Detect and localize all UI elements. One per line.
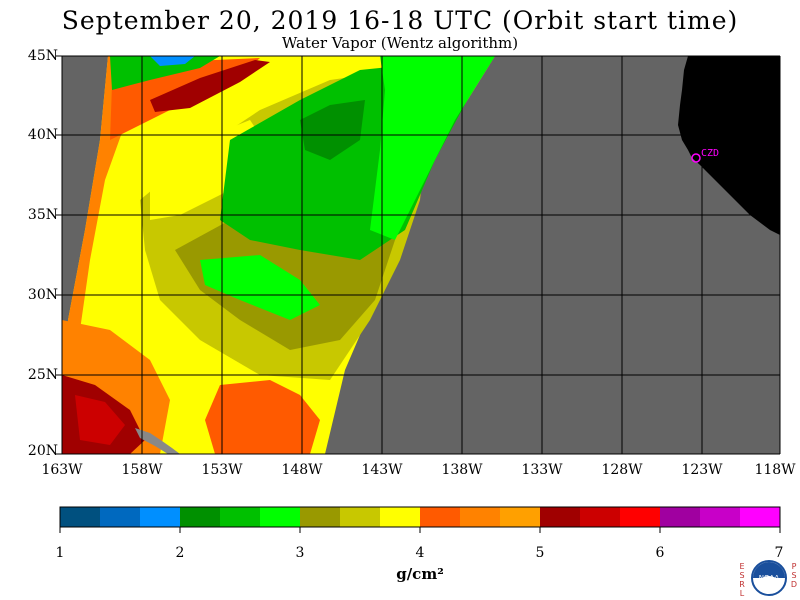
lat-label-40n: 40N <box>27 127 58 143</box>
svg-text:NOAA: NOAA <box>759 574 780 582</box>
map-subtitle: Water Vapor (Wentz algorithm) <box>281 34 519 52</box>
colorbar-segment <box>740 507 781 527</box>
lon-label-143w: 143W <box>361 462 403 478</box>
colorbar-segment <box>260 507 301 527</box>
north-green-blue <box>110 56 220 90</box>
colorbar-tick-6: 6 <box>655 545 665 561</box>
lon-label-163w: 163W <box>41 462 83 478</box>
colorbar-segment <box>580 507 621 527</box>
colorbar-frame <box>59 506 781 528</box>
colorbar-segment <box>460 507 501 527</box>
lat-label-20n: 20N <box>27 443 58 459</box>
colorbar-segment <box>140 507 181 527</box>
colorbar-tick-7: 7 <box>774 545 784 561</box>
dark-green-patch <box>300 100 365 160</box>
colorbar-segment <box>220 507 261 527</box>
map-title: September 20, 2019 16-18 UTC (Orbit star… <box>61 6 739 35</box>
orange-patch-south <box>205 380 320 454</box>
lat-label-35n: 35N <box>27 207 58 223</box>
colorbar-tick-4: 4 <box>415 545 425 561</box>
colorbar-segment <box>620 507 661 527</box>
colorbar-segment <box>380 507 421 527</box>
lon-label-148w: 148W <box>281 462 323 478</box>
lon-label-128w: 128W <box>601 462 643 478</box>
colorbar-segment <box>540 507 581 527</box>
station-marker <box>691 153 701 163</box>
colorbar-segment <box>660 507 701 527</box>
bright-green-band <box>370 56 495 240</box>
land-california <box>678 56 780 235</box>
colorbar-segment <box>60 507 101 527</box>
graticule <box>61 55 781 455</box>
lon-label-138w: 138W <box>441 462 483 478</box>
lat-label-45n: 45N <box>27 48 58 64</box>
colorbar-segment <box>300 507 341 527</box>
colorbar-tick-3: 3 <box>295 545 305 561</box>
colorbar-tick-1: 1 <box>55 545 65 561</box>
lon-label-153w: 153W <box>201 462 243 478</box>
lon-label-118w: 118W <box>754 462 796 478</box>
colorbar-segment <box>340 507 381 527</box>
colorbar <box>59 507 781 533</box>
colorbar-segment <box>180 507 221 527</box>
noaa-emblem-icon: NOAA <box>751 560 787 596</box>
lon-label-123w: 123W <box>681 462 723 478</box>
dark-red-band-north <box>150 60 270 112</box>
colorbar-tick-5: 5 <box>535 545 545 561</box>
red-patch-inner <box>75 395 125 445</box>
station-label: CZD <box>701 148 719 159</box>
colorbar-unit-label: g/cm² <box>396 565 444 583</box>
colorbar-segment <box>500 507 541 527</box>
colorbar-segment <box>420 507 461 527</box>
north-blue-patch <box>150 56 195 66</box>
lat-label-30n: 30N <box>27 287 58 303</box>
colorbar-segment <box>100 507 141 527</box>
lon-label-133w: 133W <box>521 462 563 478</box>
lat-label-25n: 25N <box>27 367 58 383</box>
lon-label-158w: 158W <box>121 462 163 478</box>
colorbar-segment <box>700 507 741 527</box>
land-hawaii <box>135 428 180 454</box>
colorbar-tick-2: 2 <box>175 545 185 561</box>
tick-marks <box>56 55 62 455</box>
green-ribbon-south <box>200 255 320 320</box>
